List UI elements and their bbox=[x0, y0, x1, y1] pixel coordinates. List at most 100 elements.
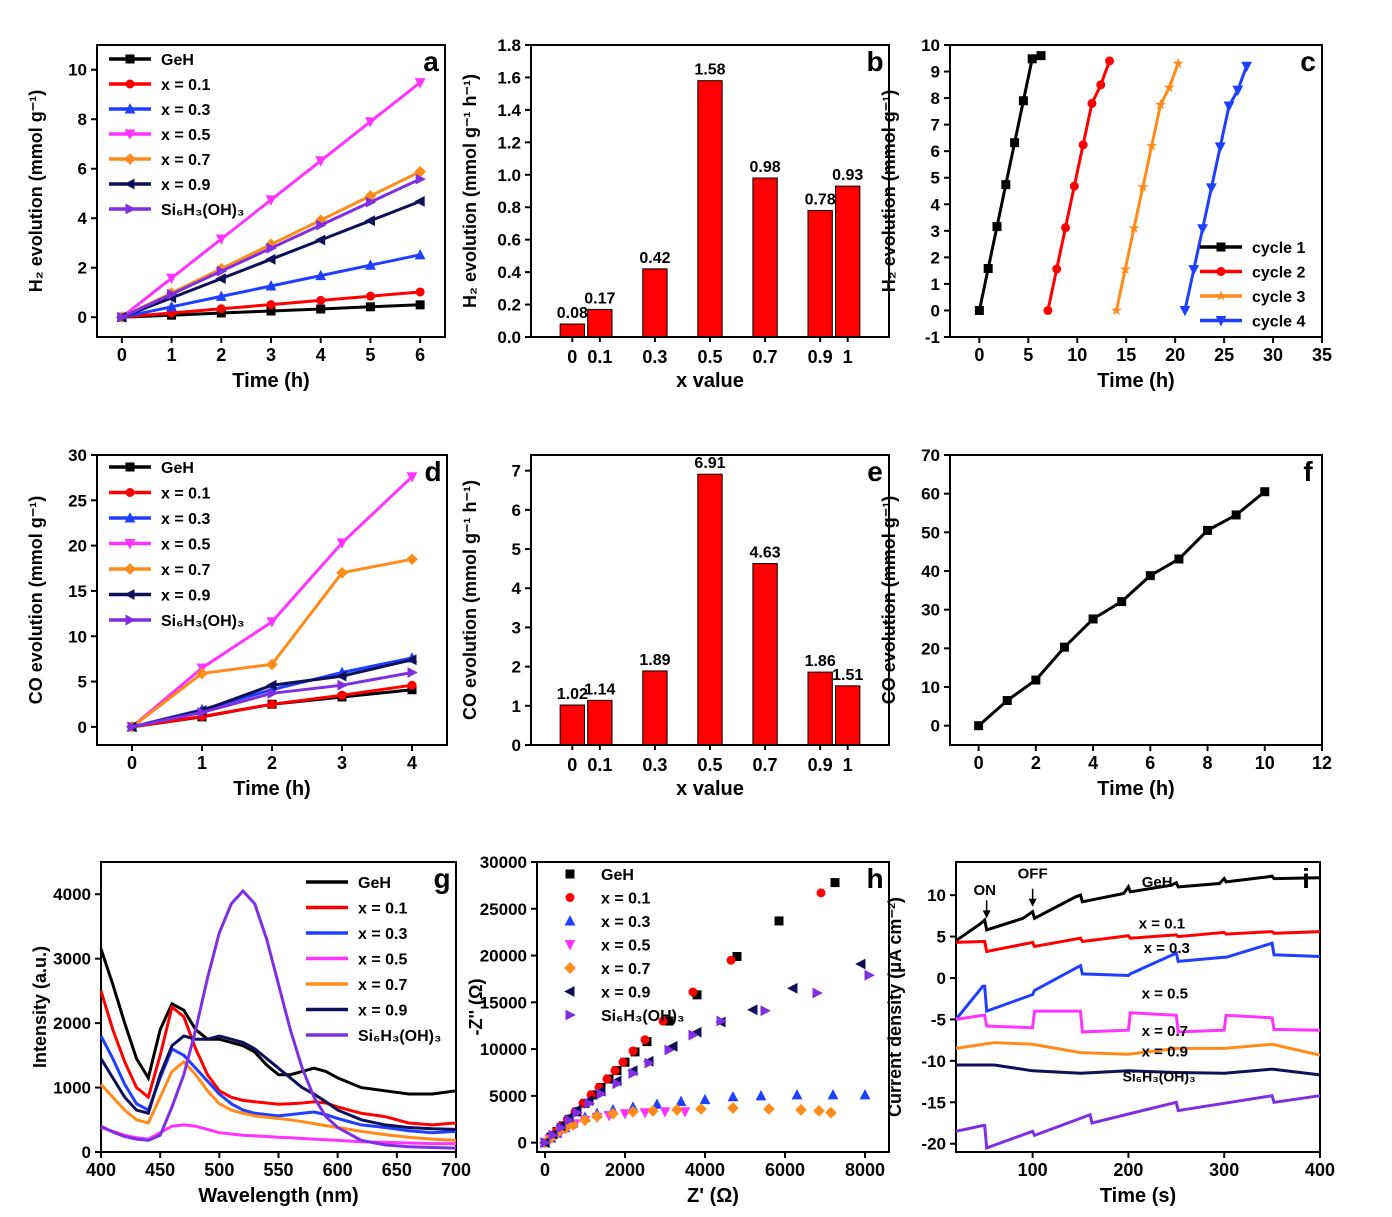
x-tick-label: 5 bbox=[365, 345, 375, 365]
data-point bbox=[1197, 224, 1208, 235]
data-point bbox=[596, 1088, 607, 1100]
annotation: x = 0.7 bbox=[1142, 1023, 1188, 1040]
data-point bbox=[602, 1074, 612, 1084]
series-line bbox=[99, 948, 457, 1096]
legend-label: x = 0.1 bbox=[601, 891, 650, 908]
x-tick-label: 3 bbox=[266, 345, 276, 365]
y-tick-label: -5 bbox=[931, 1010, 946, 1029]
series-CO bbox=[974, 487, 1270, 731]
data-point bbox=[414, 165, 426, 178]
data-point bbox=[791, 1089, 803, 1100]
legend-item: x = 0.5 bbox=[564, 938, 650, 955]
legend-label: cycle 3 bbox=[1252, 289, 1305, 306]
data-point bbox=[1096, 80, 1106, 90]
data-point bbox=[825, 1106, 837, 1119]
data-point bbox=[365, 291, 375, 301]
bar bbox=[587, 308, 613, 338]
legend-item: x = 0.3 bbox=[306, 926, 407, 943]
data-point bbox=[1027, 54, 1037, 64]
bar bbox=[559, 323, 585, 338]
x-tick-label: 0.5 bbox=[697, 347, 722, 367]
series-line bbox=[954, 941, 1321, 1021]
x-tick-label: 100 bbox=[1018, 1160, 1048, 1180]
data-point bbox=[267, 687, 278, 699]
legend-marker bbox=[1216, 267, 1226, 276]
y-tick-label: 2000 bbox=[53, 1014, 91, 1033]
legend-label: Si₆H₃(OH)₃ bbox=[161, 202, 244, 219]
bar bbox=[697, 473, 723, 746]
annotation: ON bbox=[973, 882, 996, 899]
x-tick-label: 4000 bbox=[685, 1160, 725, 1180]
y-tick-label: 1.0 bbox=[497, 166, 521, 185]
plot-frame bbox=[536, 861, 890, 1153]
bar bbox=[642, 268, 668, 338]
series-GeH bbox=[99, 948, 457, 1096]
y-tick-label: 4000 bbox=[53, 885, 91, 904]
x-tick-label: 0.1 bbox=[587, 755, 612, 775]
data-point bbox=[117, 311, 128, 323]
legend-item: x = 0.7 bbox=[306, 977, 407, 994]
legend-label: x = 0.1 bbox=[161, 486, 210, 503]
data-point bbox=[572, 1107, 583, 1119]
series-line bbox=[99, 1059, 457, 1142]
legend-label: GeH bbox=[161, 460, 194, 477]
y-tick-label: -1 bbox=[925, 328, 940, 347]
x-tick-label: 15 bbox=[1116, 345, 1136, 365]
annotation: x = 0.1 bbox=[1139, 915, 1185, 932]
bar-data-label: 0.93 bbox=[832, 167, 863, 184]
series-x = 0.9 bbox=[99, 1034, 457, 1131]
legend-item: x = 0.5 bbox=[109, 127, 210, 144]
series-Si₆H₃(OH)₃ bbox=[540, 969, 875, 1149]
series-line bbox=[100, 888, 457, 1150]
x-tick-label: 2 bbox=[267, 753, 277, 773]
legend-item: x = 0.9 bbox=[306, 1003, 407, 1020]
legend-item: GeH bbox=[109, 52, 194, 69]
series-x = 0.1 bbox=[99, 990, 457, 1127]
y-axis-label: CO evolution (mmol g⁻¹) bbox=[879, 496, 899, 705]
data-point bbox=[406, 654, 417, 666]
x-tick-label: 0.9 bbox=[808, 347, 833, 367]
bar-data-label: 0.98 bbox=[750, 159, 781, 176]
data-point bbox=[1232, 85, 1244, 96]
legend-marker bbox=[124, 178, 135, 190]
legend-label: x = 0.5 bbox=[161, 537, 210, 554]
series-Si₆H₃(OH)₃ bbox=[117, 173, 426, 323]
data-point bbox=[407, 667, 418, 678]
bar-data-label: 0.08 bbox=[557, 305, 588, 322]
data-point bbox=[659, 1107, 671, 1118]
x-axis-label: Time (s) bbox=[1100, 1185, 1176, 1207]
data-point bbox=[1172, 57, 1184, 69]
data-point bbox=[644, 1057, 655, 1069]
legend-marker bbox=[124, 153, 136, 165]
data-point bbox=[1052, 264, 1062, 274]
y-tick-label: 0.6 bbox=[497, 231, 521, 250]
x-tick-label: 6 bbox=[415, 345, 425, 365]
data-point bbox=[1069, 181, 1079, 191]
data-point bbox=[315, 156, 327, 167]
data-point bbox=[699, 1093, 711, 1105]
y-tick-label: 15000 bbox=[480, 993, 527, 1012]
series-line bbox=[955, 874, 1321, 942]
x-tick-label: 20 bbox=[1165, 345, 1185, 365]
y-tick-label: 4 bbox=[931, 195, 941, 214]
data-point bbox=[1078, 140, 1088, 150]
panel-label: e bbox=[867, 456, 883, 487]
series-line bbox=[955, 930, 1321, 954]
series-cycle 1 bbox=[974, 51, 1046, 315]
chart-panel-b: 0.08 0 0.17 0.1 0.42 0.3 1.58 0.5 0.98 0.7 0.78 0.9… bbox=[460, 36, 890, 392]
data-point bbox=[1002, 696, 1012, 706]
data-point bbox=[974, 305, 984, 315]
data-point bbox=[266, 306, 276, 316]
x-tick-label: 0.1 bbox=[587, 347, 612, 367]
y-tick-label: 0.0 bbox=[497, 328, 521, 347]
data-point bbox=[612, 1078, 623, 1090]
legend-item: x = 0.7 bbox=[109, 152, 210, 169]
data-point bbox=[774, 916, 784, 926]
bar bbox=[587, 699, 613, 746]
data-point bbox=[336, 538, 348, 549]
data-point bbox=[760, 1005, 771, 1017]
data-point bbox=[628, 1068, 639, 1079]
data-point bbox=[365, 302, 375, 312]
legend-marker bbox=[125, 614, 136, 626]
chart-panel-g: 400 450 500 550 600 650 700 0 1000 2000 3000 4000 Wa… bbox=[30, 861, 471, 1207]
